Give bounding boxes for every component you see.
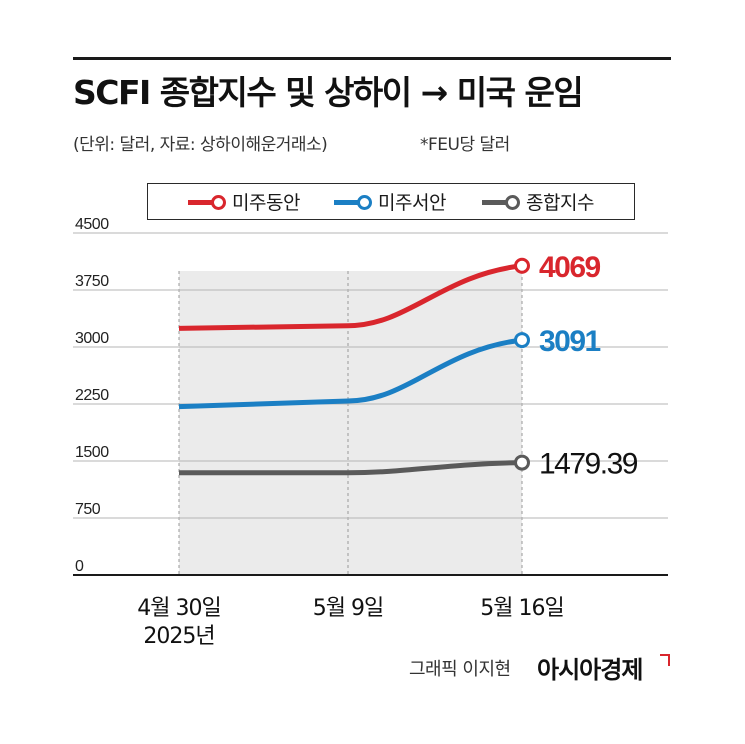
series-end-label-east: 4069: [539, 251, 601, 284]
y-tick-label-5: 3750: [75, 273, 109, 290]
series-end-label-composite: 1479.39: [539, 448, 638, 481]
y-tick-label-3: 2250: [75, 387, 109, 404]
legend-swatch-composite: [482, 192, 520, 212]
series-line-composite: [178, 460, 523, 476]
legend-item-east: 미주동안: [188, 188, 300, 215]
y-tick-label-0: 0: [75, 558, 84, 575]
period-shade: [179, 271, 522, 575]
chart-subtitle: (단위: 달러, 자료: 상하이해운거래소): [73, 135, 328, 155]
legend-item-west: 미주서안: [334, 188, 446, 215]
x-tick-label-2: 5월 16일: [480, 596, 563, 621]
legend-item-composite: 종합지수: [482, 188, 594, 215]
series-point-west-2: [514, 332, 530, 349]
series-line-west: [178, 337, 523, 410]
unit-note: *FEU당 달러: [420, 135, 510, 155]
series-point-east-2: [514, 257, 530, 274]
x-tick-label-0: 4월 30일: [137, 596, 220, 621]
chart-title: SCFI 종합지수 및 상하이 → 미국 운임: [73, 73, 584, 112]
legend-label-east: 미주동안: [232, 192, 300, 214]
legend-swatch-west: [334, 192, 372, 212]
title-rule: [73, 57, 671, 60]
series-line-east: [178, 263, 523, 331]
series-point-composite-2: [514, 454, 530, 471]
x-tick-label-1: 5월 9일: [313, 596, 383, 621]
legend-label-composite: 종합지수: [526, 192, 594, 214]
y-tick-label-2: 1500: [75, 444, 109, 461]
brand-logo: 아시아경제: [537, 656, 643, 684]
chart-legend: 미주동안 미주서안 종합지수: [147, 183, 635, 220]
brand-mark-icon: [660, 654, 670, 666]
y-tick-label-6: 4500: [75, 216, 109, 233]
y-tick-label-1: 750: [75, 501, 101, 518]
legend-label-west: 미주서안: [378, 192, 446, 214]
y-tick-label-4: 3000: [75, 330, 109, 347]
graphic-credit: 그래픽 이지현: [409, 659, 511, 680]
x-tick-sublabel-0: 2025년: [143, 624, 214, 649]
legend-swatch-east: [188, 192, 226, 212]
series-end-label-west: 3091: [539, 325, 601, 358]
